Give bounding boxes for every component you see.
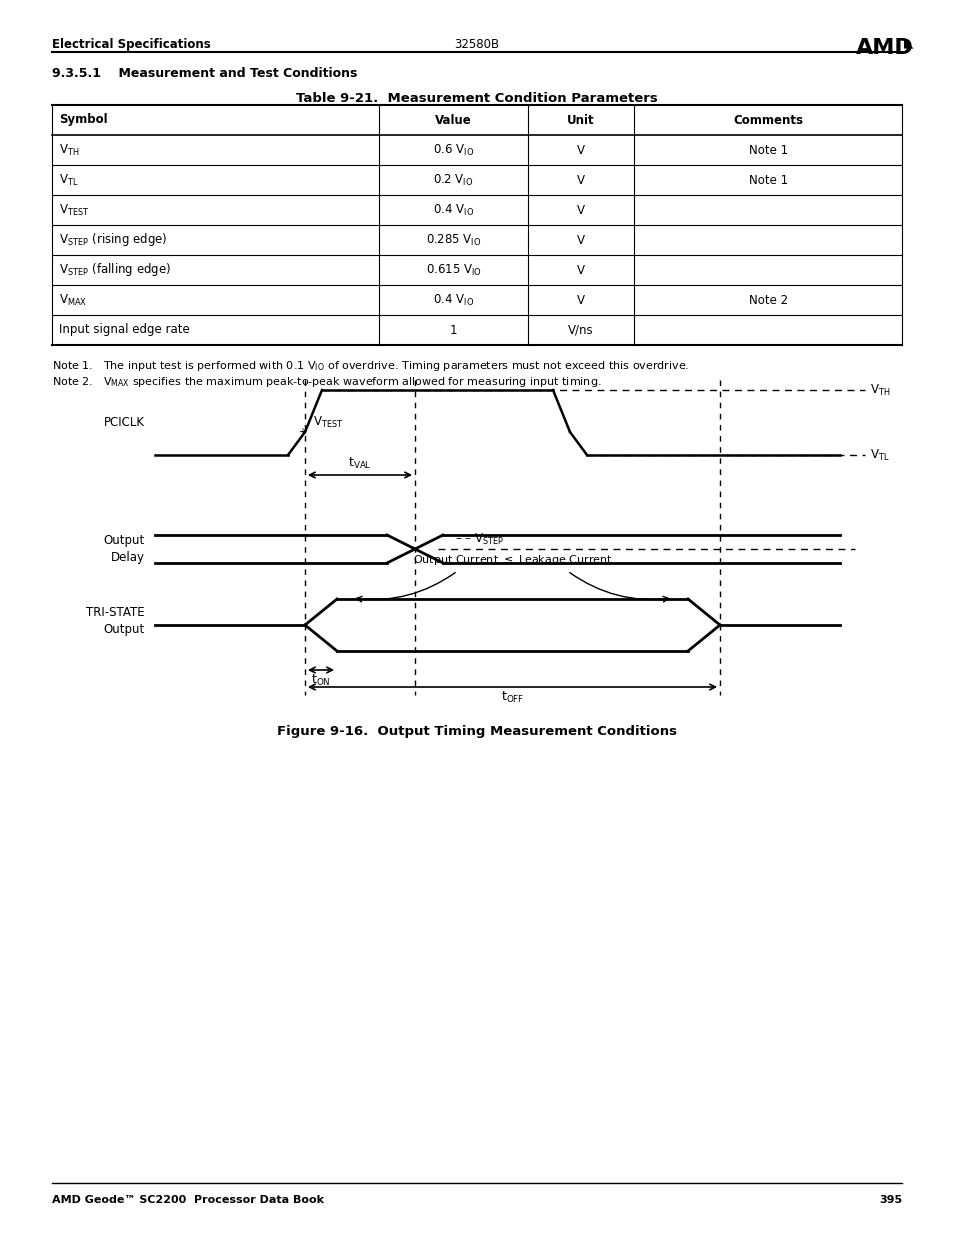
Text: 1: 1 [450,324,456,336]
Text: Note 1: Note 1 [748,143,787,157]
Text: V: V [577,204,584,216]
Text: Comments: Comments [732,114,802,126]
Text: Note 1: Note 1 [748,173,787,186]
Bar [52,135,901,165]
Text: V: V [577,173,584,186]
Text: V$_{\rm TEST}$: V$_{\rm TEST}$ [59,203,90,217]
Text: V$_{\rm TL}$: V$_{\rm TL}$ [869,447,889,463]
Text: Unit: Unit [567,114,595,126]
Text: PCICLK: PCICLK [104,416,145,429]
Text: V: V [577,263,584,277]
Text: +: + [297,427,306,437]
Text: – – V$_{\rm STEP}$: – – V$_{\rm STEP}$ [455,532,504,547]
Text: t$_{\rm OFF}$: t$_{\rm OFF}$ [500,690,523,705]
Text: t$_{\rm ON}$: t$_{\rm ON}$ [311,673,331,688]
Text: 0.2 V$_{\rm IO}$: 0.2 V$_{\rm IO}$ [433,173,474,188]
Bar [52,165,901,195]
Text: V/ns: V/ns [568,324,594,336]
Text: Figure 9-16.  Output Timing Measurement Conditions: Figure 9-16. Output Timing Measurement C… [276,725,677,739]
Text: t$_{\rm VAL}$: t$_{\rm VAL}$ [348,456,372,471]
Text: Note 2.   V$_{\rm MAX}$ specifies the maximum peak-to-peak waveform allowed for : Note 2. V$_{\rm MAX}$ specifies the maxi… [52,375,600,389]
Text: V: V [577,294,584,306]
Text: Electrical Specifications: Electrical Specifications [52,38,211,51]
Bar [52,225,901,254]
Text: 0.4 V$_{\rm IO}$: 0.4 V$_{\rm IO}$ [433,203,474,217]
Text: V$_{\rm STEP}$ (falling edge): V$_{\rm STEP}$ (falling edge) [59,262,171,279]
Text: V$_{\rm MAX}$: V$_{\rm MAX}$ [59,293,87,308]
Text: V$_{\rm TH}$: V$_{\rm TH}$ [59,142,79,158]
Text: Output
Delay: Output Delay [104,534,145,564]
Bar [52,195,901,225]
Text: 0.6 V$_{\rm IO}$: 0.6 V$_{\rm IO}$ [433,142,474,158]
Bar [52,315,901,345]
Text: V$_{\rm STEP}$ (rising edge): V$_{\rm STEP}$ (rising edge) [59,231,167,248]
Text: Output Current $\leq$ Leakage Current: Output Current $\leq$ Leakage Current [413,553,612,567]
Text: 9.3.5.1    Measurement and Test Conditions: 9.3.5.1 Measurement and Test Conditions [52,67,357,80]
Text: AMD Geode™ SC2200  Processor Data Book: AMD Geode™ SC2200 Processor Data Book [52,1195,324,1205]
Text: 32580B: 32580B [454,38,499,51]
Bar [52,254,901,285]
Text: V: V [577,143,584,157]
Text: Input signal edge rate: Input signal edge rate [59,324,190,336]
Text: TRI-STATE
Output: TRI-STATE Output [87,606,145,636]
Text: Value: Value [435,114,472,126]
Text: 395: 395 [878,1195,901,1205]
Text: ◣: ◣ [903,36,913,49]
Text: Note 1.   The input test is performed with 0.1 V$_{\rm IO}$ of overdrive. Timing: Note 1. The input test is performed with… [52,359,689,373]
Text: V$_{\rm TH}$: V$_{\rm TH}$ [869,383,889,398]
Text: 0.615 V$_{\rm IO}$: 0.615 V$_{\rm IO}$ [425,263,481,278]
Text: V$_{\rm TL}$: V$_{\rm TL}$ [59,173,78,188]
Text: V$_{\rm TEST}$: V$_{\rm TEST}$ [313,415,343,430]
Text: V: V [577,233,584,247]
Bar [52,105,901,135]
Text: Table 9-21.  Measurement Condition Parameters: Table 9-21. Measurement Condition Parame… [295,91,658,105]
Text: 0.4 V$_{\rm IO}$: 0.4 V$_{\rm IO}$ [433,293,474,308]
Text: Symbol: Symbol [59,114,108,126]
Bar [52,285,901,315]
Text: AMD: AMD [855,38,913,58]
Text: 0.285 V$_{\rm IO}$: 0.285 V$_{\rm IO}$ [425,232,481,247]
Text: Note 2: Note 2 [748,294,787,306]
